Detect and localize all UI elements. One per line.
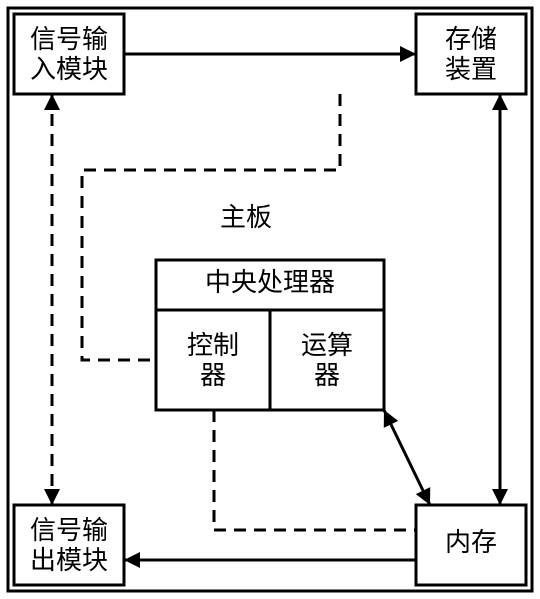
alu-label: 器 xyxy=(314,361,340,390)
storage-label: 装置 xyxy=(445,55,497,84)
memory-label: 内存 xyxy=(445,528,497,557)
output-module-label: 出模块 xyxy=(30,546,108,575)
output-module-label: 信号输 xyxy=(30,516,108,545)
block-diagram: 信号输入模块存储装置信号输出模块内存中央处理器控制器运算器主板 xyxy=(0,0,540,599)
alu-label: 运算 xyxy=(301,331,353,360)
storage-label: 存储 xyxy=(445,25,497,54)
input-module-label: 入模块 xyxy=(30,55,108,84)
motherboard-label: 主板 xyxy=(220,203,272,232)
controller-label: 控制 xyxy=(187,331,239,360)
cpu-label: 中央处理器 xyxy=(205,268,335,297)
input-module-label: 信号输 xyxy=(30,25,108,54)
controller-label: 器 xyxy=(200,361,226,390)
